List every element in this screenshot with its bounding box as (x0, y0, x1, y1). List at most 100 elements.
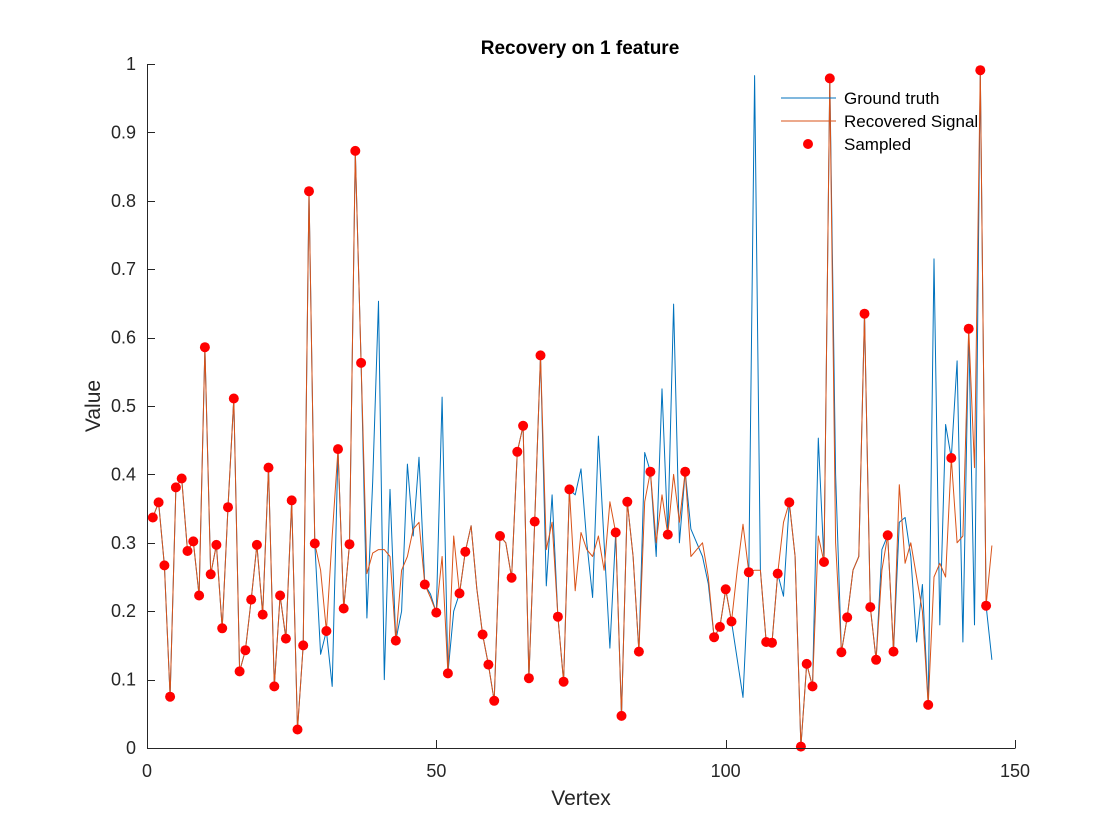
sampled-point (495, 531, 505, 541)
sampled-point (523, 673, 534, 684)
sampled-point (234, 666, 245, 677)
sampled-point (709, 632, 720, 643)
sampled-point (871, 654, 882, 665)
sampled-point (975, 65, 986, 76)
sampled-point (246, 594, 257, 605)
sampled-point (767, 637, 777, 648)
sampled-point (946, 453, 957, 463)
sampled-point (489, 695, 500, 706)
sampled-point (390, 635, 401, 646)
sampled-point (801, 658, 812, 669)
sampled-point (165, 691, 176, 702)
sampled-point (176, 473, 187, 484)
sampled-point (963, 323, 974, 334)
sampled-point (714, 621, 725, 632)
legend-label-ground-truth: Ground truth (844, 89, 939, 108)
plot-area (147, 64, 1015, 748)
series-layer (147, 65, 993, 752)
y-ticks: 0 0.1 0.2 0.3 0.4 0.5 0.6 0.7 0.8 0.9 1 (111, 54, 155, 758)
sampled-point (344, 539, 355, 550)
sampled-point (333, 444, 343, 455)
legend-label-sampled: Sampled (844, 135, 911, 154)
sampled-point (616, 710, 627, 721)
sampled-point (795, 741, 806, 752)
x-tick-label: 100 (711, 761, 741, 781)
sampled-point (564, 484, 575, 495)
sampled-point (460, 546, 471, 557)
sampled-point (824, 73, 835, 84)
sampled-point (304, 186, 314, 197)
y-tick-label: 0.2 (111, 601, 136, 621)
sampled-point (159, 560, 170, 571)
sampled-point (223, 502, 233, 513)
sampled-point (610, 527, 621, 538)
sampled-point (205, 569, 216, 580)
sampled-point (506, 572, 517, 583)
sampled-point (442, 668, 453, 679)
sampled-point (743, 567, 754, 578)
sampled-point (720, 584, 731, 595)
legend-entry-sampled: Sampled (803, 135, 911, 154)
sampled-point (275, 590, 286, 601)
sampled-point (257, 609, 268, 620)
sampled-point (784, 497, 795, 508)
sampled-point (807, 681, 818, 692)
sampled-point (147, 512, 158, 523)
sampled-point (518, 420, 529, 431)
sampled-point (633, 646, 644, 657)
legend: Ground truth Recovered Signal Sampled (781, 89, 978, 154)
y-tick-label: 0.1 (111, 670, 136, 690)
y-tick-label: 0 (126, 738, 136, 758)
sampled-point (477, 629, 488, 640)
sampled-point (309, 538, 320, 549)
sampled-point (859, 308, 870, 319)
y-axis-label: Value (82, 380, 105, 432)
sampled-point (622, 496, 633, 507)
legend-entry-recovered-signal: Recovered Signal (781, 112, 978, 131)
sampled-point (199, 342, 210, 353)
sampled-point (338, 603, 349, 614)
sampled-point (529, 516, 540, 527)
sampled-point (211, 539, 222, 550)
sampled-point (419, 579, 430, 590)
sampled-point (512, 446, 523, 457)
sampled-point (726, 616, 737, 627)
x-tick-label: 50 (426, 761, 446, 781)
sampled-point (228, 393, 239, 404)
sampled-point (882, 530, 893, 541)
sampled-point (535, 350, 546, 361)
x-axis-label: Vertex (551, 787, 611, 810)
y-tick-label: 0.7 (111, 259, 136, 279)
sampled-point (356, 357, 367, 368)
legend-swatch-sampled (803, 139, 813, 149)
sampled-point (483, 659, 494, 670)
y-tick-label: 0.9 (111, 122, 136, 142)
sampled-point (170, 482, 181, 493)
series-line-recovered-signal (152, 69, 993, 748)
sampled-point (836, 647, 847, 658)
sampled-point (350, 145, 361, 156)
sampled-point (552, 611, 563, 622)
sampled-point (321, 626, 332, 636)
sampled-point (819, 557, 829, 567)
sampled-point (298, 640, 309, 651)
chart-title: Recovery on 1 feature (481, 38, 680, 59)
sampled-point (263, 462, 274, 473)
sampled-point (772, 568, 783, 579)
sampled-point (153, 497, 164, 508)
y-tick-label: 0.8 (111, 191, 136, 211)
sampled-point (662, 529, 673, 540)
y-tick-label: 0.6 (111, 328, 136, 348)
sampled-point (280, 633, 291, 644)
x-ticks: 0 50 100 150 (142, 740, 1030, 781)
sampled-point (188, 536, 199, 547)
x-tick-label: 0 (142, 761, 152, 781)
sampled-point (888, 646, 899, 657)
y-tick-label: 0.3 (111, 533, 136, 553)
sampled-point (558, 676, 569, 687)
sampled-point (240, 645, 251, 656)
sampled-point (680, 466, 691, 477)
sampled-point (217, 623, 228, 634)
sampled-point (194, 590, 205, 601)
